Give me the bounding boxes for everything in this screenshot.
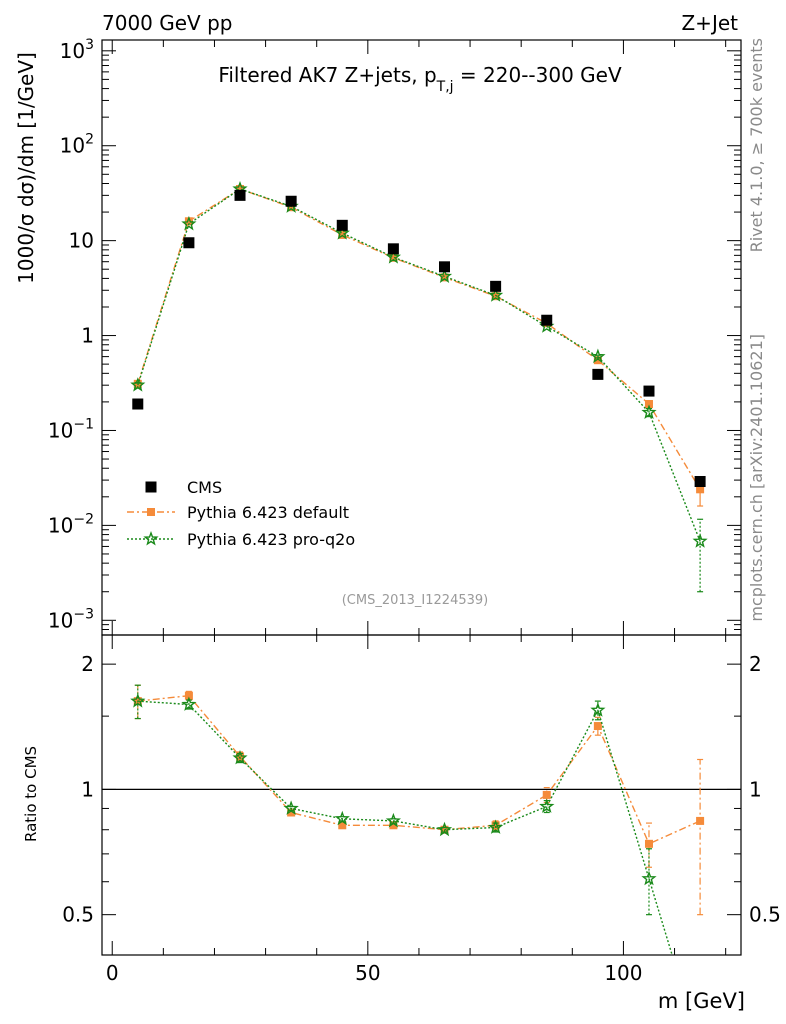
proq2o-marker <box>590 348 606 364</box>
legend-proq2o-marker <box>143 531 159 546</box>
main-ytick-label: 1 <box>81 324 94 348</box>
legend-label-proq2o: Pythia 6.423 pro-q2o <box>187 530 355 549</box>
default-marker <box>593 356 602 365</box>
proq2o-marker <box>641 404 657 419</box>
ratio-default-marker <box>542 790 551 799</box>
ratio-proq2o-marker <box>334 810 350 826</box>
x-tick-label: 100 <box>604 961 642 985</box>
default-marker <box>287 203 296 212</box>
ratio-proq2o-marker <box>487 819 504 834</box>
main-ytick-label: 10−2 <box>48 511 94 537</box>
cms-marker <box>183 237 195 249</box>
default-marker <box>440 273 449 282</box>
ratio-ytick-label: 1 <box>81 777 94 801</box>
x-tick-label: 50 <box>355 961 380 985</box>
proq2o-marker <box>436 268 453 283</box>
proq2o-marker <box>334 225 350 240</box>
proq2o-line <box>137 188 701 542</box>
ratio-proq2o-marker <box>283 800 299 815</box>
ratio-default-marker <box>338 821 347 830</box>
proq2o-marker <box>692 533 708 548</box>
default-marker <box>644 400 653 409</box>
ratio-default-marker <box>389 821 398 830</box>
ratio-default-marker <box>491 821 500 830</box>
ratio-default-marker <box>644 839 653 848</box>
ratio-proq2o-marker <box>641 870 657 886</box>
cms-marker <box>592 368 604 380</box>
cms-marker <box>490 280 502 292</box>
rivet-label: Rivet 4.1.0, ≥ 700k events <box>747 38 766 252</box>
default-marker <box>696 485 705 494</box>
default-line <box>137 188 701 490</box>
cms-marker <box>132 398 144 410</box>
cms-marker <box>439 261 451 273</box>
main-title-sub: T,j <box>436 79 454 95</box>
ratio-default-marker <box>236 752 245 761</box>
legend-label-cms: CMS <box>187 478 222 497</box>
default-marker <box>184 217 193 226</box>
ratio-frame <box>101 634 742 956</box>
main-ylabel: 1000/σ dσ)/dm [1/GeV] <box>14 52 38 284</box>
ratio-proq2o-marker <box>232 750 248 765</box>
main-title: Filtered AK7 Z+jets, pT,j = 220--300 GeV <box>218 63 622 95</box>
default-marker <box>389 253 398 262</box>
proq2o-marker <box>488 287 504 302</box>
ratio-ytick-label: 2 <box>81 652 94 676</box>
ratio-proq2o-marker <box>385 812 402 828</box>
proq2o-marker <box>130 377 146 392</box>
cms-marker <box>336 219 348 231</box>
ratio-default-marker <box>184 691 193 700</box>
mcplots-label: mcplots.cern.ch [arXiv:2401.10621] <box>747 334 766 622</box>
main-panel: 10−3 10−2 10−1 1 10 102 103 <box>48 37 742 636</box>
ratio-proq2o-marker <box>130 693 146 708</box>
main-ytick-label: 10 <box>69 229 94 253</box>
proq2o-marker <box>385 249 402 264</box>
main-ytick-label: 102 <box>60 132 94 158</box>
ratio-ytick-label-right: 2 <box>749 652 762 676</box>
process-label: Z+Jet <box>681 11 738 35</box>
watermark: (CMS_2013_I1224539) <box>342 593 489 608</box>
main-ytick-label: 103 <box>60 37 94 63</box>
ratio-proq2o-marker <box>539 798 555 813</box>
ratio-ytick-label-right: 0.5 <box>749 903 781 927</box>
ratio-proq2o-marker <box>181 696 197 711</box>
ratio-ytick-label-right: 1 <box>749 777 762 801</box>
ratio-ytick-label: 0.5 <box>62 903 94 927</box>
ratio-series-group <box>130 684 705 955</box>
x-tick-label: 0 <box>106 961 119 985</box>
legend-label-default: Pythia 6.423 default <box>187 503 349 522</box>
cms-marker <box>234 189 246 201</box>
proq2o-marker <box>181 215 197 231</box>
cms-marker <box>387 243 399 255</box>
cms-marker <box>694 475 706 487</box>
legend-default-marker <box>147 508 155 516</box>
ratio-default-marker <box>287 808 296 817</box>
cms-marker <box>643 385 655 397</box>
main-ytick-label: 10−3 <box>48 606 94 632</box>
default-marker <box>236 185 245 194</box>
ratio-default-marker <box>696 816 705 825</box>
ratio-proq2o-marker <box>436 821 453 837</box>
main-title-part2: = 220--300 GeV <box>454 63 622 87</box>
ratio-panel: 0.5 0.5 1 1 2 2 0 50 100 <box>62 634 781 985</box>
main-ytick-label: 10−1 <box>48 416 94 442</box>
energy-label: 7000 GeV pp <box>102 11 233 35</box>
main-title-part1: Filtered AK7 Z+jets, p <box>218 63 436 87</box>
legend: CMS Pythia 6.423 default Pythia 6.423 pro-… <box>127 478 355 549</box>
ratio-ylabel: Ratio to CMS <box>22 746 40 842</box>
ratio-proq2o-marker <box>590 702 606 717</box>
ratio-proq2o-line <box>137 700 673 955</box>
ratio-default-marker <box>593 722 602 731</box>
legend-cms-marker <box>145 481 157 493</box>
cms-marker <box>541 314 553 326</box>
x-axis-label: m [GeV] <box>658 989 745 1013</box>
ratio-default-line <box>137 694 701 845</box>
cms-marker <box>285 195 297 207</box>
